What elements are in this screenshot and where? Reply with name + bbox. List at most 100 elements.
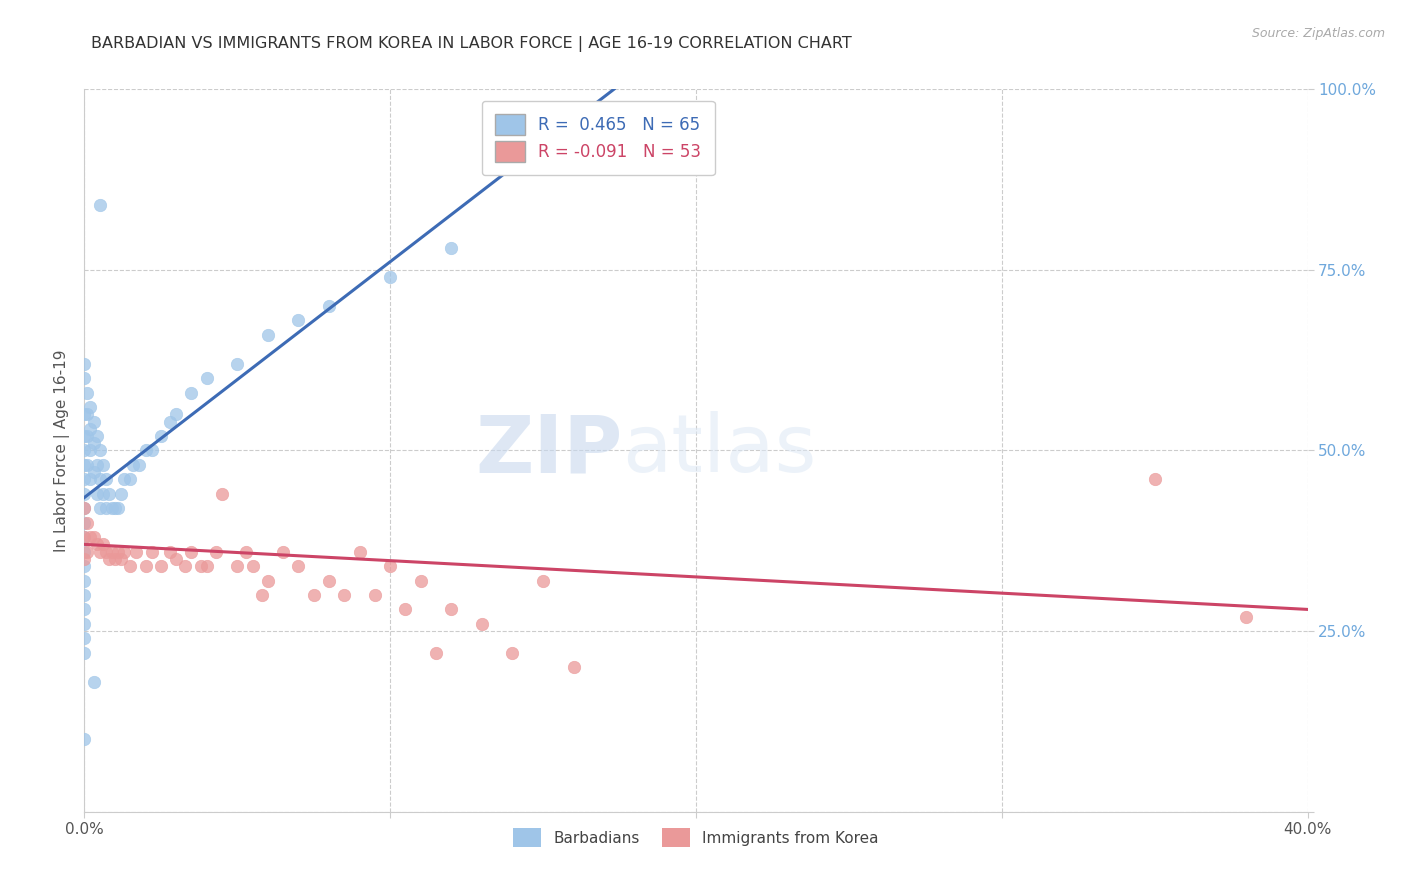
- Point: [73, 616, 96, 631]
- Point: [86, 458, 108, 472]
- Point: [107, 501, 129, 516]
- Point: [125, 544, 148, 558]
- Point: [318, 299, 340, 313]
- Point: [380, 559, 402, 574]
- Point: [76, 544, 98, 558]
- Point: [107, 544, 129, 558]
- Point: [86, 537, 108, 551]
- Point: [440, 602, 463, 616]
- Point: [73, 646, 96, 660]
- Point: [257, 327, 280, 342]
- Point: [120, 559, 142, 574]
- Point: [364, 588, 387, 602]
- Point: [73, 357, 96, 371]
- Text: Source: ZipAtlas.com: Source: ZipAtlas.com: [1251, 27, 1385, 40]
- Point: [73, 472, 96, 486]
- Point: [97, 487, 120, 501]
- Point: [89, 544, 111, 558]
- Point: [91, 487, 114, 501]
- Point: [195, 559, 218, 574]
- Point: [73, 530, 96, 544]
- Point: [318, 574, 340, 588]
- Point: [112, 544, 135, 558]
- Point: [89, 501, 111, 516]
- Point: [73, 551, 96, 566]
- Point: [257, 574, 280, 588]
- Point: [73, 501, 96, 516]
- Point: [135, 443, 157, 458]
- Point: [1143, 472, 1166, 486]
- Point: [120, 472, 142, 486]
- Point: [91, 458, 114, 472]
- Text: ZIP: ZIP: [475, 411, 623, 490]
- Point: [159, 415, 181, 429]
- Point: [141, 443, 163, 458]
- Point: [380, 270, 402, 285]
- Point: [287, 559, 309, 574]
- Point: [73, 559, 96, 574]
- Point: [165, 551, 187, 566]
- Point: [76, 407, 98, 421]
- Y-axis label: In Labor Force | Age 16-19: In Labor Force | Age 16-19: [55, 349, 70, 552]
- Point: [89, 472, 111, 486]
- Point: [73, 501, 96, 516]
- Point: [94, 472, 117, 486]
- Point: [141, 544, 163, 558]
- Point: [91, 537, 114, 551]
- Point: [562, 660, 585, 674]
- Point: [235, 544, 257, 558]
- Point: [149, 559, 172, 574]
- Point: [226, 357, 249, 371]
- Point: [73, 632, 96, 646]
- Point: [73, 544, 96, 558]
- Point: [76, 429, 98, 443]
- Point: [1236, 609, 1258, 624]
- Point: [110, 551, 132, 566]
- Point: [73, 458, 96, 472]
- Point: [104, 501, 127, 516]
- Point: [83, 465, 105, 479]
- Point: [205, 544, 228, 558]
- Point: [128, 458, 150, 472]
- Point: [79, 422, 101, 436]
- Point: [271, 544, 294, 558]
- Point: [73, 487, 96, 501]
- Point: [302, 588, 325, 602]
- Point: [180, 544, 202, 558]
- Text: atlas: atlas: [623, 411, 817, 490]
- Point: [165, 407, 187, 421]
- Point: [112, 472, 135, 486]
- Point: [409, 574, 432, 588]
- Point: [122, 458, 145, 472]
- Point: [94, 544, 117, 558]
- Point: [86, 429, 108, 443]
- Point: [73, 429, 96, 443]
- Point: [159, 544, 181, 558]
- Point: [394, 602, 416, 616]
- Point: [94, 501, 117, 516]
- Point: [287, 313, 309, 327]
- Point: [89, 198, 111, 212]
- Point: [73, 732, 96, 747]
- Point: [83, 530, 105, 544]
- Point: [242, 559, 264, 574]
- Point: [73, 574, 96, 588]
- Point: [502, 646, 524, 660]
- Point: [104, 551, 127, 566]
- Point: [76, 458, 98, 472]
- Point: [349, 544, 371, 558]
- Point: [83, 415, 105, 429]
- Point: [73, 443, 96, 458]
- Point: [440, 241, 463, 255]
- Point: [174, 559, 197, 574]
- Legend: Barbadians, Immigrants from Korea: Barbadians, Immigrants from Korea: [506, 821, 886, 855]
- Point: [83, 436, 105, 450]
- Point: [101, 501, 124, 516]
- Point: [425, 646, 447, 660]
- Point: [79, 472, 101, 486]
- Point: [76, 385, 98, 400]
- Point: [531, 574, 554, 588]
- Point: [180, 385, 202, 400]
- Point: [97, 551, 120, 566]
- Point: [79, 400, 101, 414]
